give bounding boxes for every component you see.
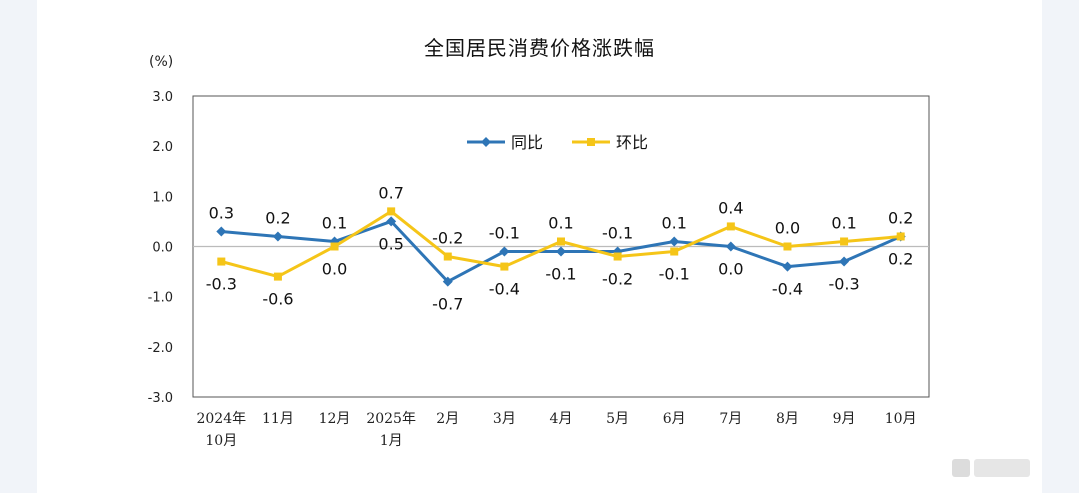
data-point-marker	[557, 237, 565, 246]
y-axis-unit: (%)	[149, 54, 174, 70]
data-point-marker	[556, 246, 566, 257]
data-label: 0.3	[209, 203, 234, 222]
watermark-logo	[952, 459, 1030, 477]
x-tick-label: 2025年	[366, 411, 416, 427]
data-point-marker	[273, 272, 282, 281]
y-tick-label: 3.0	[152, 90, 173, 105]
legend-label: 同比	[511, 133, 543, 152]
data-label: -0.2	[602, 270, 633, 289]
data-label: -0.4	[489, 280, 520, 299]
data-label: -0.7	[432, 295, 463, 314]
data-point-marker	[726, 222, 735, 231]
y-tick-label: -3.0	[148, 391, 173, 406]
x-tick-label: 12月	[319, 411, 351, 427]
data-label: -0.3	[206, 275, 237, 294]
chart-title: 全国居民消费价格涨跌幅	[424, 36, 655, 60]
data-label: 0.4	[718, 198, 743, 217]
data-point-marker	[442, 276, 453, 287]
x-tick-label: 11月	[262, 411, 294, 427]
data-point-marker	[443, 252, 452, 261]
data-point-marker	[782, 261, 793, 272]
line-chart: 3.0 2.0 1.0 0.0 -1.0 -2.0 -3.0 2024年 10月 11月 12月 20…	[148, 90, 930, 449]
data-point-marker	[499, 246, 510, 257]
data-label: 0.0	[322, 260, 347, 279]
data-point-marker	[783, 242, 792, 251]
data-point-marker	[500, 262, 509, 271]
data-label: -0.2	[432, 229, 463, 248]
y-tick-label: 0.0	[152, 241, 173, 256]
y-tick-label: 1.0	[152, 190, 173, 205]
x-tick-label: 5月	[606, 411, 629, 427]
data-point-marker	[670, 247, 679, 256]
data-point-marker	[330, 242, 339, 251]
data-point-marker	[216, 226, 227, 237]
data-label: -0.4	[772, 280, 803, 299]
y-tick-label: -2.0	[148, 341, 173, 356]
data-point-marker	[725, 241, 736, 252]
data-label: 0.0	[718, 260, 743, 279]
x-tick-label: 9月	[833, 411, 856, 427]
data-label: 0.1	[831, 213, 856, 232]
x-tick-label: 3月	[493, 411, 516, 427]
data-point-marker	[840, 237, 849, 246]
x-tick-label: 2月	[436, 411, 459, 427]
chart-card: 全国居民消费价格涨跌幅 (%) 3.0 2.0 1.0 0.0 -1.0 -2.0 -3.0…	[37, 0, 1042, 493]
data-point-marker	[613, 252, 622, 261]
data-label: 0.1	[548, 213, 573, 232]
x-tick-label: 10月	[205, 433, 237, 449]
legend-label: 环比	[616, 133, 648, 152]
data-point-marker	[387, 207, 396, 216]
x-tick-label: 4月	[550, 411, 573, 427]
data-label: 0.1	[322, 213, 347, 232]
data-point-marker	[272, 231, 283, 242]
x-tick-label: 2024年	[196, 411, 246, 427]
data-label: -0.1	[602, 224, 633, 243]
data-point-marker	[896, 232, 905, 241]
data-point-marker	[217, 257, 226, 266]
data-label: 0.2	[265, 208, 290, 227]
y-tick-label: 2.0	[152, 140, 173, 155]
data-label: 0.2	[888, 208, 913, 227]
x-tick-label: 10月	[885, 411, 917, 427]
x-tick-label: 7月	[719, 411, 742, 427]
data-label: -0.1	[659, 265, 690, 284]
data-point-marker	[669, 236, 680, 247]
data-label: -0.1	[545, 265, 576, 284]
x-tick-label: 1月	[380, 433, 403, 449]
data-label: 0.7	[378, 183, 403, 202]
data-label: 0.2	[888, 249, 913, 268]
legend-swatch-marker	[587, 138, 595, 146]
data-point-marker	[839, 256, 850, 267]
data-label: 0.0	[775, 219, 800, 238]
data-label: 0.5	[378, 234, 403, 253]
data-label: -0.6	[262, 290, 293, 309]
data-point-marker	[386, 216, 397, 227]
y-tick-label: -1.0	[148, 291, 173, 306]
x-tick-label: 6月	[663, 411, 686, 427]
data-label: -0.1	[489, 224, 520, 243]
x-tick-label: 8月	[776, 411, 799, 427]
data-label: 0.1	[662, 213, 687, 232]
data-label: -0.3	[828, 275, 859, 294]
legend-swatch-marker	[481, 137, 491, 147]
